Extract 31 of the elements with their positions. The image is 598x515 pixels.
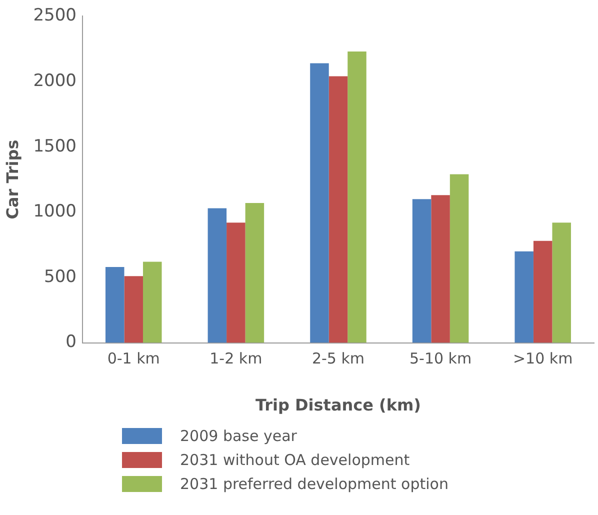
- x-tick-label: >10 km: [512, 350, 573, 368]
- legend-label: 2031 preferred development option: [180, 475, 448, 493]
- bar: [552, 222, 571, 343]
- x-tick-label: 1-2 km: [210, 350, 262, 368]
- x-axis-title: Trip Distance (km): [255, 396, 421, 415]
- y-tick-label: 1000: [33, 202, 76, 222]
- bar: [431, 195, 450, 343]
- x-tick-label: 5-10 km: [409, 350, 472, 368]
- y-tick-label: 0: [66, 332, 76, 352]
- bar: [226, 222, 246, 343]
- bar: [450, 174, 469, 343]
- x-tick-label: 0-1 km: [107, 350, 160, 368]
- bar: [348, 51, 366, 343]
- y-tick-label: 1500: [33, 136, 76, 156]
- bar: [328, 76, 348, 343]
- y-axis-title: Car Trips: [2, 140, 22, 220]
- legend-label: 2031 without OA development: [180, 451, 410, 469]
- bar: [514, 251, 534, 343]
- y-tick-label: 2500: [33, 6, 76, 26]
- x-tick-label: 2-5 km: [312, 350, 365, 368]
- y-tick-label: 500: [44, 266, 76, 287]
- bar: [105, 267, 124, 343]
- bar: [142, 262, 162, 343]
- bar: [533, 240, 552, 343]
- bar: [124, 276, 143, 343]
- y-tick-label: 2000: [33, 70, 76, 91]
- bar: [245, 203, 264, 343]
- bar: [310, 63, 329, 343]
- bar: [208, 208, 227, 343]
- legend-label: 2009 base year: [180, 427, 297, 445]
- bar: [412, 199, 432, 343]
